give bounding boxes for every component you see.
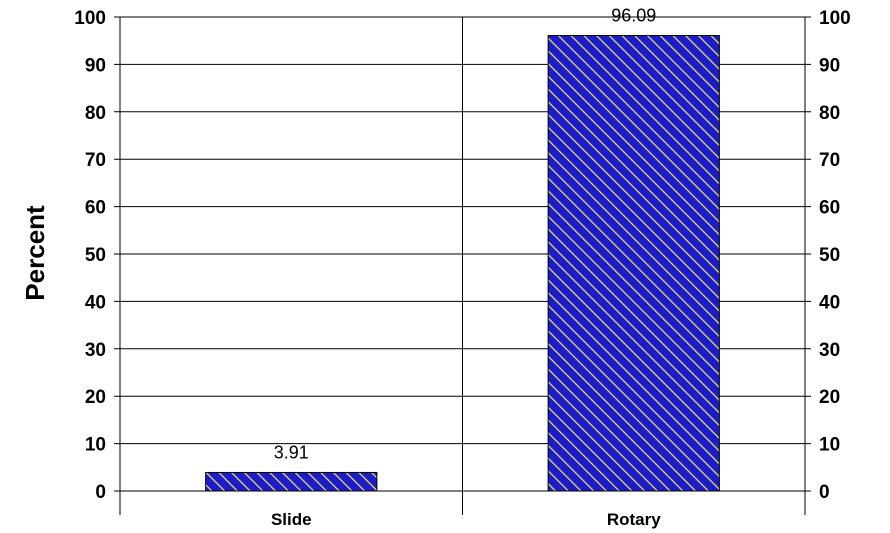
y-tick-label-right: 10 — [819, 435, 840, 456]
labels: 0 0 10 10 20 20 30 30 40 40 50 50 60 60 70 70 80 80 90 90 10… — [74, 6, 850, 529]
y-tick-label-right: 20 — [819, 387, 840, 408]
y-tick-label-right: 60 — [819, 198, 840, 219]
bar-slide — [205, 471, 378, 492]
y-tick-label-right: 0 — [819, 482, 830, 503]
y-tick-label-right: 40 — [819, 292, 840, 313]
y-tick-label-left: 0 — [95, 482, 106, 503]
y-tick-label-left: 80 — [85, 103, 106, 124]
y-tick-label-left: 40 — [85, 292, 106, 313]
y-tick-label-right: 70 — [819, 150, 840, 171]
y-tick-label-left: 70 — [85, 150, 106, 171]
y-tick-label-left: 100 — [74, 8, 106, 29]
bar-rotary — [547, 35, 720, 492]
y-tick-label-right: 30 — [819, 340, 840, 361]
axes — [119, 17, 806, 515]
y-tick-label-right: 50 — [819, 245, 840, 266]
x-category-label-rotary: Rotary — [607, 510, 661, 529]
y-tick-label-right: 80 — [819, 103, 840, 124]
y-tick-label-right: 90 — [819, 55, 840, 76]
y-tick-label-left: 60 — [85, 198, 106, 219]
y-axis-title: Percent — [20, 205, 50, 301]
x-category-label-slide: Slide — [271, 510, 312, 529]
y-tick-label-left: 30 — [85, 340, 106, 361]
y-tick-label-left: 20 — [85, 387, 106, 408]
data-label-slide: 3.91 — [274, 442, 309, 462]
y-tick-label-left: 50 — [85, 245, 106, 266]
bars — [205, 35, 720, 492]
y-tick-label-left: 10 — [85, 435, 106, 456]
y-tick-label-right: 100 — [819, 8, 851, 29]
y-tick-label-left: 90 — [85, 55, 106, 76]
data-label-rotary: 96.09 — [611, 6, 656, 26]
